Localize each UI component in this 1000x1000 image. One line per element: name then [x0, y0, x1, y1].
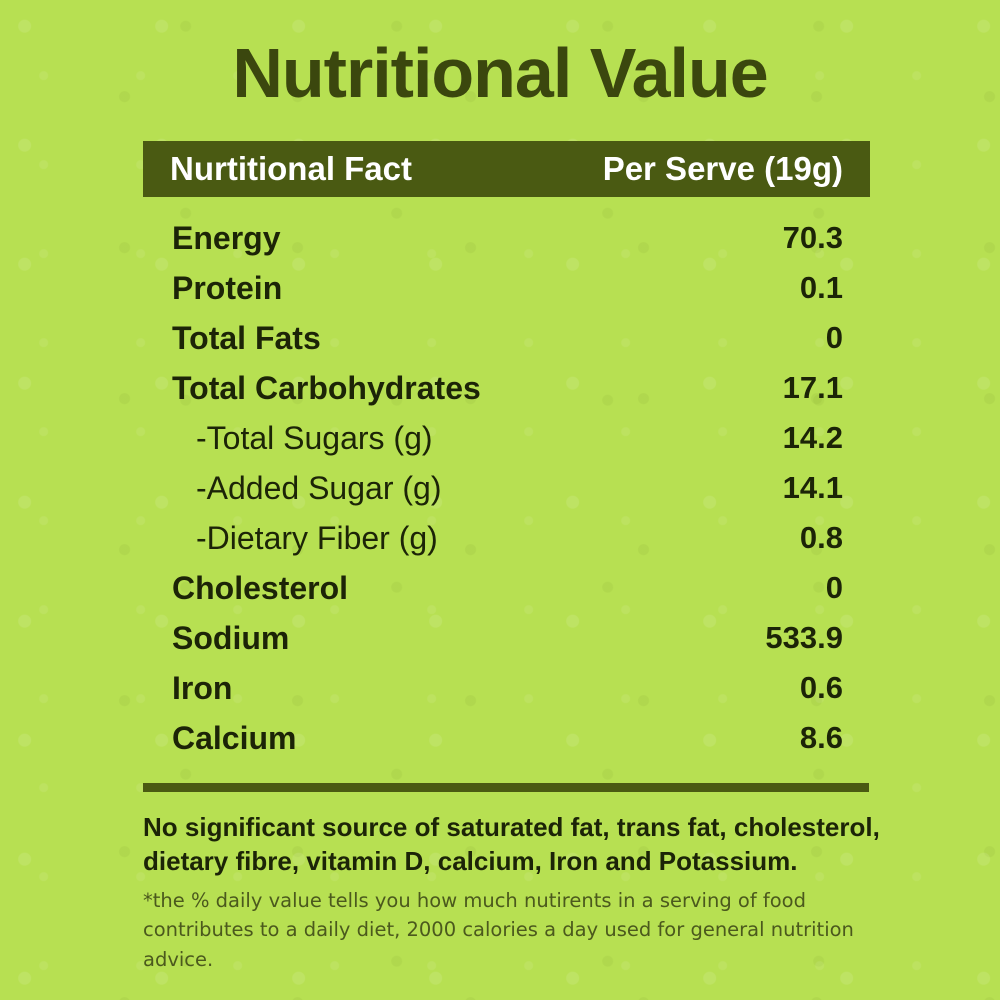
- nutrient-value: 0: [825, 320, 843, 355]
- nutrient-value: 0.6: [799, 670, 843, 705]
- table-rows: Energy 70.3 Protein 0.1 Total Fats 0 Total Car…: [143, 197, 870, 763]
- nutrient-label: Calcium: [172, 719, 297, 756]
- nutrient-label: Energy: [172, 219, 281, 256]
- nutrient-value: 14.1: [782, 470, 843, 505]
- nutrient-label: Sodium: [172, 619, 290, 656]
- table-row: -Dietary Fiber (g) 0.8: [143, 513, 870, 563]
- no-significant-source-note: No significant source of saturated fat, …: [143, 812, 880, 877]
- divider-rule: [143, 783, 869, 792]
- nutrient-label: Protein: [172, 269, 283, 306]
- table-row: Sodium 533.9: [143, 613, 870, 663]
- table-row: Protein 0.1: [143, 263, 870, 313]
- nutrient-label: Cholesterol: [172, 569, 349, 606]
- table-row: -Added Sugar (g) 14.1: [143, 463, 870, 513]
- nutrient-value: 17.1: [782, 370, 843, 405]
- page-title: Nutritional Value: [232, 34, 768, 112]
- table-row: Calcium 8.6: [143, 713, 870, 763]
- nutrient-label: Total Fats: [172, 319, 321, 356]
- nutrient-value: 0: [825, 570, 843, 605]
- nutrient-value: 0.8: [799, 520, 843, 555]
- table-row: Energy 70.3: [143, 213, 870, 263]
- nutrient-value: 70.3: [782, 220, 843, 255]
- nutrient-value: 0.1: [799, 270, 843, 305]
- table-header: Nurtitional Fact Per Serve (19g): [143, 141, 870, 197]
- table-row: -Total Sugars (g) 14.2: [143, 413, 870, 463]
- table-row: Total Carbohydrates 17.1: [143, 363, 870, 413]
- nutrient-label: Iron: [172, 669, 233, 706]
- table-row: Cholesterol 0: [143, 563, 870, 613]
- nutrient-label: Total Carbohydrates: [172, 369, 481, 406]
- nutrient-value: 533.9: [765, 620, 843, 655]
- column-header-fact: Nurtitional Fact: [170, 150, 413, 187]
- table-row: Total Fats 0: [143, 313, 870, 363]
- table-row: Iron 0.6: [143, 663, 870, 713]
- daily-value-footnote: *the % daily value tells you how much nu…: [143, 889, 854, 971]
- nutrient-label: -Total Sugars (g): [196, 419, 433, 456]
- nutrient-value: 14.2: [782, 420, 843, 455]
- nutrient-value: 8.6: [799, 720, 843, 755]
- nutrition-table: Nurtitional Fact Per Serve (19g) Energy 7…: [143, 141, 870, 763]
- nutrient-label: -Dietary Fiber (g): [196, 519, 438, 556]
- column-header-per-serve: Per Serve (19g): [602, 150, 843, 187]
- nutrient-label: -Added Sugar (g): [196, 469, 442, 506]
